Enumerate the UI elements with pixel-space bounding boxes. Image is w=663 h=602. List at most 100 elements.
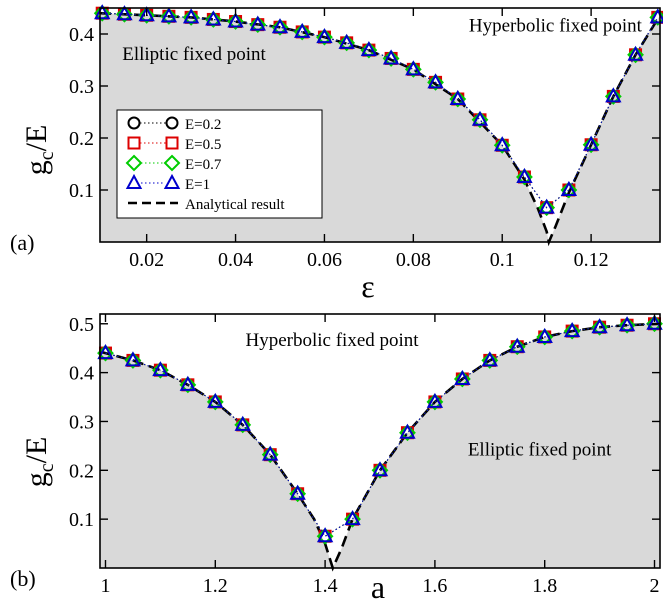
- plot-b-ytick-label: 0.3: [69, 411, 94, 433]
- plot-b-point-e07: [289, 485, 307, 503]
- plot-b-point-e07: [234, 416, 252, 434]
- legend-marker-e02-left: [127, 116, 141, 130]
- plot-a-point-e1: [627, 45, 644, 61]
- plot-b-point-e1: [344, 510, 361, 526]
- plot-a-xtick-label: 0.04: [218, 249, 253, 271]
- plot-b-series: [97, 314, 663, 545]
- plot-a-elliptic-label: Elliptic fixed point: [122, 44, 266, 65]
- plot-a-point-e07: [493, 136, 511, 154]
- plot-a-point-e1: [360, 41, 378, 57]
- plot-a-point-e1: [316, 28, 333, 44]
- plot-b-point-e07: [563, 322, 581, 340]
- legend-marker-e05-right: [165, 136, 179, 150]
- plot-b-ytick-label: 0.4: [69, 363, 94, 385]
- plot-a-point-e07: [138, 6, 156, 24]
- plot-b-xtick-label: 1: [100, 575, 110, 597]
- plot-b-xtick-label: 2: [650, 575, 660, 597]
- panel-a: Hyperbolic fixed point Elliptic fixed po…: [10, 4, 663, 304]
- panel-b: Hyperbolic fixed point Elliptic fixed po…: [10, 313, 663, 602]
- legend-item-e07: E=0.7: [125, 154, 222, 173]
- plot-a-point-e07: [560, 181, 578, 199]
- plot-b-xtick-label: 1.8: [532, 575, 557, 597]
- plot-a-point-e1: [560, 180, 578, 196]
- plot-b-point-e07: [508, 338, 526, 356]
- legend-box: [116, 109, 323, 219]
- plot-b-xtick-label: 1.6: [422, 575, 447, 597]
- legend-label-e05: E=0.5: [185, 137, 221, 153]
- plot-b-panel-label: (b): [10, 566, 36, 591]
- plot-b-point-e07: [151, 361, 169, 379]
- plot-a-point-e07: [227, 13, 244, 30]
- plot-b-point-e07: [206, 393, 224, 411]
- legend: E=0.2 E=0.5 E=0.7 E=1: [116, 109, 323, 219]
- plot-a-point-e07: [160, 7, 178, 25]
- plot-b-point-e1: [481, 351, 498, 367]
- plot-b-xtick-label: 1.4: [313, 575, 338, 597]
- plot-b-elliptic-region: [100, 323, 660, 568]
- plot-a-hyperbolic-label: Hyperbolic fixed point: [469, 15, 643, 36]
- plot-a-point-e1: [471, 110, 489, 126]
- plot-b-region-labels: Hyperbolic fixed point Elliptic fixed po…: [245, 330, 612, 461]
- plot-a-ytick-label: 0.1: [69, 180, 94, 202]
- plot-b-ytick-label: 0.2: [69, 460, 94, 482]
- plot-a-point-e1: [182, 8, 200, 24]
- plot-a-point-e1: [494, 136, 511, 152]
- legend-label-analytical: Analytical result: [185, 197, 285, 213]
- plot-a-ytick-label: 0.2: [69, 128, 94, 150]
- plot-b-point-e07: [344, 510, 361, 528]
- plot-b-point-e1: [454, 369, 471, 385]
- plot-a-point-e1: [94, 4, 111, 20]
- legend-item-e02: E=0.2: [127, 116, 221, 133]
- plot-b-point-e1: [262, 445, 279, 461]
- plot-a-point-e07: [516, 168, 533, 186]
- plot-b-point-e07: [261, 446, 279, 464]
- plot-b-point-e07: [179, 376, 197, 394]
- plot-b-point-e1: [563, 321, 581, 338]
- plot-a-point-e1: [160, 7, 178, 23]
- plot-a-point-e1: [205, 10, 222, 26]
- plot-b-elliptic-label: Elliptic fixed point: [468, 440, 612, 461]
- plot-b-ytick-label: 0.5: [69, 314, 94, 336]
- plot-b-point-e07: [536, 328, 554, 346]
- plot-b-point-e1: [618, 316, 636, 332]
- plot-b-point-e1: [646, 314, 663, 330]
- plot-b-point-e07: [453, 370, 471, 388]
- legend-label-e02: E=0.2: [185, 117, 221, 133]
- plot-a-point-e1: [249, 15, 266, 31]
- plot-b-point-e07: [124, 351, 142, 369]
- plot-a-ticks: 0.02 0.04 0.06 0.08 0.1 0.12 0.1 0.2 0.3 0.4: [69, 8, 660, 271]
- plot-a-xtick-label: 0.02: [129, 249, 164, 271]
- plot-a-frame: [99, 7, 661, 243]
- plot-a-xtick-label: 0.08: [396, 249, 431, 271]
- plot-a-point-e1: [227, 12, 244, 28]
- plot-b-point-e1: [152, 361, 169, 377]
- plot-b-point-e1: [97, 343, 114, 360]
- plot-b-point-e1: [316, 527, 334, 543]
- plot-a-point-e1: [338, 33, 355, 49]
- plot-a-xtick-label: 0.06: [307, 249, 342, 271]
- legend-marker-e05-left: [127, 136, 141, 150]
- plot-b-point-e1: [536, 327, 553, 343]
- plot-b-series-line-e1: [105, 323, 655, 537]
- plot-b-ytick-label: 0.1: [69, 509, 94, 531]
- plot-a-point-e07: [182, 8, 200, 26]
- plot-a-xlabel: ε: [361, 268, 374, 304]
- legend-marker-e1-right: [163, 173, 181, 189]
- plot-a-point-e07: [427, 73, 444, 91]
- plot-a-point-e1: [116, 5, 133, 21]
- plot-a-point-e1: [605, 87, 622, 103]
- plot-a-panel-label: (a): [10, 230, 34, 255]
- plot-a-point-e07: [338, 34, 356, 52]
- plot-b-point-e07: [591, 318, 609, 336]
- plot-a-point-e07: [582, 136, 600, 154]
- plot-a-point-e07: [604, 87, 622, 105]
- plot-a-point-e07: [538, 199, 556, 217]
- plot-a-ytick-label: 0.3: [69, 76, 94, 98]
- legend-label-e07: E=0.7: [185, 157, 222, 173]
- plot-a-point-e1: [271, 18, 289, 34]
- plot-a-point-e1: [582, 135, 600, 151]
- plot-a-ylabel-sub: c: [36, 151, 58, 160]
- plot-a-series-e1: [94, 4, 663, 214]
- plot-a-point-e07: [382, 50, 400, 67]
